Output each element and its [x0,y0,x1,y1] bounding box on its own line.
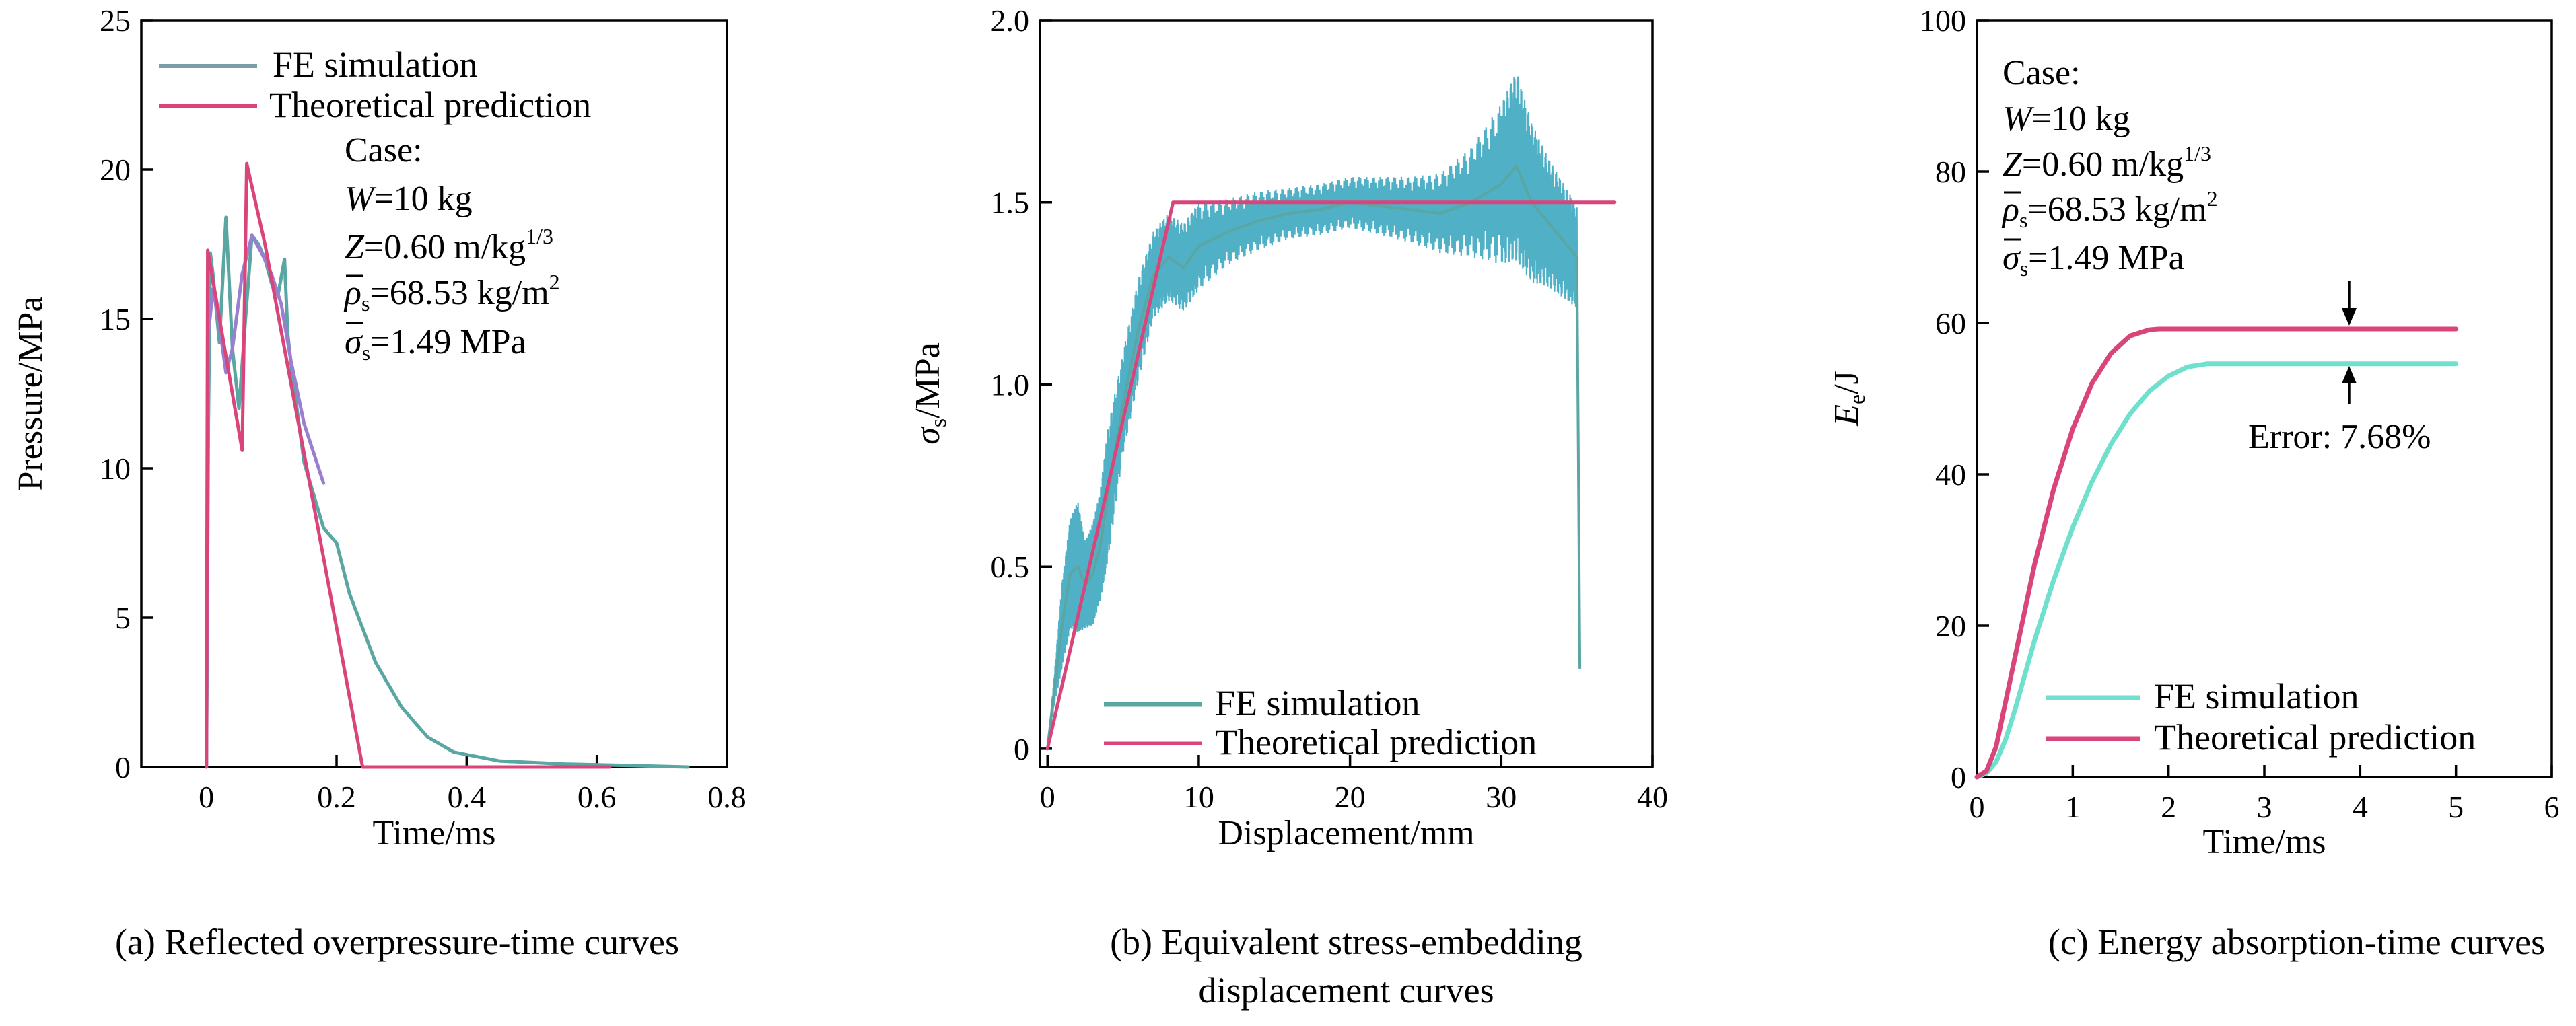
case-z: Z=0.60 m/kg1/3 [345,224,553,266]
y-tick-label: 60 [1935,306,1966,340]
caption: (a) Reflected overpressure-time curves [115,922,679,962]
y-axis-label: Pressure/MPa [11,297,50,491]
y-tick-label: 80 [1935,155,1966,189]
x-tick-label: 6 [2544,790,2560,824]
caption-line-2: displacement curves [1198,970,1494,1011]
case-title: Case: [345,131,423,170]
svg-text:σs=1.49 MPa: σs=1.49 MPa [345,323,526,365]
x-axis-ticks: 0 0.2 0.4 0.6 0.8 [199,755,746,814]
legend: FE simulation Theoretical prediction [1104,683,1537,762]
case-w: W=10 kg [2003,100,2130,138]
legend: FE simulation Theoretical prediction [2046,676,2476,758]
legend-label-theory: Theoretical prediction [1215,722,1537,762]
y-axis-ticks: 0 0.5 1.0 1.5 2.0 [991,3,1052,766]
series-fe-simulation-trend [1046,163,1582,749]
svg-text:ρs=68.53 kg/m2: ρs=68.53 kg/m2 [2001,186,2218,232]
series-layer [1045,76,1617,751]
series-fe-simulation [1974,361,2459,780]
x-tick-label: 0.6 [578,780,617,814]
y-tick-label: 100 [1920,3,1966,38]
case-sigma: σs=1.49 MPa [345,322,526,365]
case-rho: ρs=68.53 kg/m2 [343,270,560,316]
y-tick-label: 0.5 [991,550,1030,584]
case-w: W=10 kg [345,180,473,218]
legend-label-fe: FE simulation [1215,683,1420,723]
x-axis-ticks: 0 10 20 30 40 [1040,755,1668,814]
x-tick-label: 4 [2353,790,2368,824]
series-fe-simulation [1047,76,1581,749]
x-tick-label: 10 [1183,780,1214,814]
legend-label-theory: Theoretical prediction [269,85,591,125]
y-tick-label: 10 [100,451,131,486]
y-tick-label: 25 [100,3,131,38]
x-tick-label: 30 [1486,780,1517,814]
case-annotation: Case: W=10 kg Z=0.60 m/kg1/3 ρs=68.53 kg… [2001,54,2218,281]
case-rho: ρs=68.53 kg/m2 [2001,186,2218,232]
plot-frame [140,19,728,768]
plot-frame [1039,19,1654,768]
x-tick-label: 0.4 [448,780,487,814]
case-annotation: Case: W=10 kg Z=0.60 m/kg1/3 ρs=68.53 kg… [343,131,560,365]
x-tick-label: 3 [2257,790,2272,824]
x-tick-label: 2 [2161,790,2176,824]
caption: (c) Energy absorption-time curves [2048,922,2545,962]
series-fe-simulation [205,215,690,769]
y-tick-label: 0 [1951,760,1966,795]
x-tick-label: 20 [1335,780,1366,814]
y-tick-label: 1.5 [991,186,1030,220]
y-tick-label: 15 [100,302,131,336]
case-title: Case: [2003,54,2081,92]
panel-a: 0 0.2 0.4 0.6 0.8 0 5 10 15 20 25 Time/ms Pressur… [11,3,746,962]
x-tick-label: 5 [2448,790,2464,824]
y-tick-label: 2.0 [991,3,1030,38]
x-tick-label: 0.8 [707,780,746,814]
y-tick-label: 5 [115,601,131,635]
x-tick-label: 0.2 [317,780,356,814]
series-theoretical-prediction [1974,326,2459,780]
y-axis-label: σs/MPa [909,342,951,445]
x-tick-label: 40 [1637,780,1668,814]
y-axis-label: Ee/J [1827,371,1870,427]
y-axis-ticks: 0 5 10 15 20 25 [100,3,153,784]
legend-label-fe: FE simulation [2154,676,2359,717]
caption-line-1: (b) Equivalent stress-embedding [1110,922,1582,962]
x-tick-label: 1 [2065,790,2081,824]
legend: FE simulation Theoretical prediction [159,44,591,125]
legend-label-theory: Theoretical prediction [2154,717,2476,758]
x-tick-label: 0 [1040,780,1055,814]
error-indicator: Error: 7.68% [2248,281,2431,456]
x-axis-label: Time/ms [372,814,495,852]
y-axis-ticks: 0 20 40 60 80 100 [1920,3,1989,795]
series-theoretical-prediction [1045,200,1617,751]
svg-text:σs=1.49 MPa: σs=1.49 MPa [2003,239,2184,281]
svg-text:ρs=68.53 kg/m2: ρs=68.53 kg/m2 [343,270,560,316]
series-lilac-overlay [205,233,326,769]
y-tick-label: 0 [115,750,131,784]
arrow-bottom-head-icon [2342,366,2357,383]
series-theoretical-prediction [205,161,612,769]
y-tick-label: 20 [1935,609,1966,643]
y-tick-label: 0 [1014,732,1029,766]
x-axis-label: Time/ms [2202,823,2326,861]
series-layer [1974,326,2459,780]
x-tick-label: 0 [1970,790,1985,824]
arrow-top-head-icon [2342,308,2357,326]
case-z: Z=0.60 m/kg1/3 [2003,141,2211,184]
x-axis-ticks: 0 1 2 3 4 5 6 [1970,765,2560,824]
y-tick-label: 1.0 [991,367,1030,402]
series-layer [205,161,690,769]
legend-label-fe: FE simulation [273,44,478,85]
case-sigma: σs=1.49 MPa [2003,238,2184,281]
y-tick-label: 40 [1935,457,1966,492]
panel-c: 0 1 2 3 4 5 6 0 20 40 60 80 100 Time/ms Ee/J (c) En… [1827,3,2560,962]
x-tick-label: 0 [199,780,214,814]
panel-b: 0 10 20 30 40 00.51.01.52.0 Displacement/mm … [909,3,1668,1011]
error-label: Error: 7.68% [2248,418,2431,456]
x-axis-label: Displacement/mm [1218,814,1474,852]
y-tick-label: 20 [100,153,131,187]
